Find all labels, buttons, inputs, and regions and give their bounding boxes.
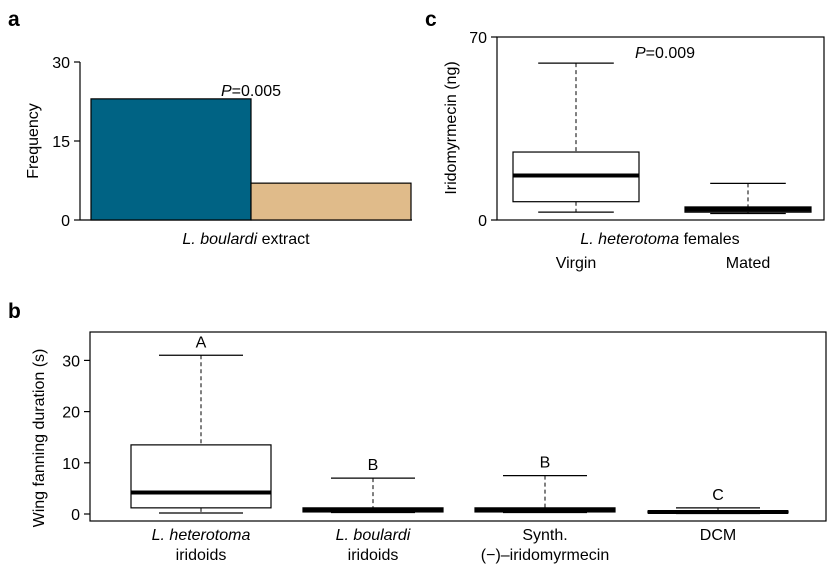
b-ytick-20: 20	[62, 405, 80, 422]
c-boxes	[512, 62, 812, 215]
panel-b: b 0 10 20 30 Wing fanning duration (s) A B B C…	[8, 300, 827, 564]
b-xlabels: L. heterotoma iridoids L. boulardi iridoids…	[152, 527, 737, 564]
b-xlabel-line1-0: L. heterotoma	[152, 527, 251, 544]
a-bars	[90, 98, 412, 221]
b-ytick-10: 10	[62, 456, 80, 473]
c-group-label: L. heterotoma females	[580, 231, 739, 248]
a-ylabel: Frequency	[25, 103, 42, 179]
b-xlabel-line2-2: (−)–iridomyrmecin	[481, 547, 609, 564]
b-letter-1: B	[368, 457, 379, 474]
b-xlabel-line1-1: L. boulardi	[336, 527, 411, 544]
c-ylabel: Iridomyrmecin (ng)	[443, 61, 460, 194]
a-pvalue: P=0.005	[221, 83, 281, 100]
panel-c: c 70 0 Iridomyrmecin (ng) P=0.009 L. het…	[425, 8, 825, 272]
panel-c-label: c	[425, 8, 437, 31]
a-ytick-0: 0	[61, 213, 70, 230]
panel-a: a 30 15 0 Frequency P=0.005 L. boulardi …	[8, 8, 412, 248]
b-plot-frame	[89, 331, 827, 522]
b-xlabel-line1-3: DCM	[700, 527, 736, 544]
a-ytick-30: 30	[52, 55, 70, 72]
b-xlabel-line1-2: Synth.	[522, 527, 567, 544]
b-boxes: A B B C	[130, 334, 789, 515]
c-plot-frame	[496, 36, 825, 221]
b-letter-3: C	[712, 487, 724, 504]
a-xlabel: L. boulardi extract	[182, 231, 310, 248]
a-bar-0	[90, 98, 252, 221]
b-ytick-30: 30	[62, 353, 80, 370]
b-yticks: 0 10 20 30	[62, 353, 90, 524]
panel-b-label: b	[8, 300, 21, 323]
b-xlabel-line2-0: iridoids	[176, 547, 227, 564]
b-xlabel-line2-1: iridoids	[348, 547, 399, 564]
c-xtick-virgin: Virgin	[556, 255, 597, 272]
b-letter-0: A	[196, 334, 207, 351]
b-box-0-box	[130, 444, 272, 509]
panel-a-label: a	[8, 8, 20, 31]
a-bar-1	[250, 182, 412, 221]
c-pvalue: P=0.009	[635, 45, 695, 62]
b-ylabel: Wing fanning duration (s)	[31, 349, 48, 528]
c-ytick-70: 70	[469, 30, 487, 47]
a-ytick-15: 15	[52, 134, 70, 151]
b-ytick-0: 0	[71, 507, 80, 524]
b-letter-2: B	[540, 455, 551, 472]
c-xtick-mated: Mated	[726, 255, 770, 272]
c-ytick-0: 0	[478, 213, 487, 230]
